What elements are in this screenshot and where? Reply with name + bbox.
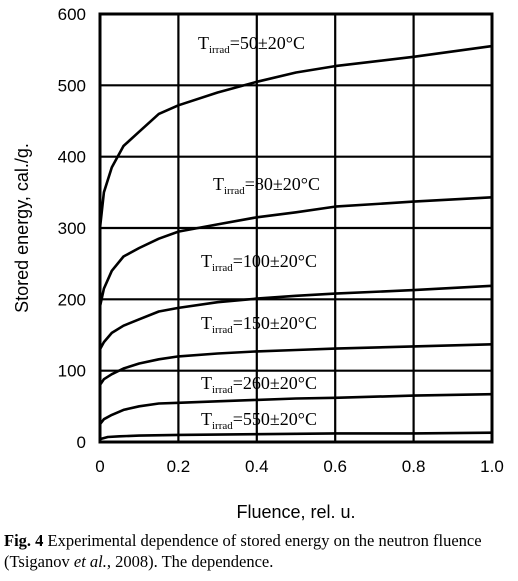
series-label-sub: irrad [212,420,233,432]
series-label-1: Tirrad=80±20°C [213,174,320,197]
x-tick-label: 1.0 [480,457,504,476]
series-label-main: T [201,373,212,393]
y-tick-label: 300 [58,219,86,238]
series-label-5: Tirrad=550±20°C [201,409,317,432]
series-label-4: Tirrad=260±20°C [201,373,317,396]
series-label-rest: =100±20°C [233,251,317,271]
series-label-main: T [198,33,209,53]
series-label-3: Tirrad=150±20°C [201,313,317,336]
series-label-main: T [213,174,224,194]
series-label-rest: =260±20°C [233,373,317,393]
series-label-main: T [201,313,212,333]
series-labels: Tirrad=50±20°CTirrad=80±20°CTirrad=100±2… [198,33,320,432]
series-label-rest: =150±20°C [233,313,317,333]
figure-label: Fig. 4 [4,531,44,550]
x-tick-labels: 0 0.2 0.4 0.6 0.8 1.0 [95,457,504,476]
series-label-main: T [201,251,212,271]
series-line-3 [98,343,493,386]
series-label-rest: =50±20°C [230,33,305,53]
y-tick-labels: 0 100 200 300 400 500 600 [58,5,86,452]
series-label-sub: irrad [212,262,233,274]
x-tick-label: 0 [95,457,104,476]
series-label-2: Tirrad=100±20°C [201,251,317,274]
series-label-sub: irrad [212,384,233,396]
caption-text-before: Experimental dependence of stored energy… [4,531,482,571]
y-axis-title: Stored energy, cal./g. [12,143,32,313]
series-label-sub: irrad [224,185,245,197]
series-label-0: Tirrad=50±20°C [198,33,305,56]
series-line-4 [98,392,493,425]
x-tick-label: 0.2 [167,457,191,476]
y-tick-label: 400 [58,148,86,167]
caption-text-after: , 2008). The dependence. [106,552,274,571]
x-axis-title: Fluence, rel. u. [236,502,355,522]
y-tick-label: 600 [58,5,86,24]
series-label-rest: =550±20°C [233,409,317,429]
series-line-0 [98,44,493,229]
figure-caption: Fig. 4 Experimental dependence of stored… [4,530,516,572]
y-tick-label: 200 [58,290,86,309]
y-tick-label: 0 [77,433,86,452]
y-tick-label: 500 [58,76,86,95]
series-label-sub: irrad [212,324,233,336]
series-line-5 [99,431,493,441]
x-tick-label: 0.4 [245,457,269,476]
stored-energy-chart: 0 0.2 0.4 0.6 0.8 1.0 0 100 200 300 400 500 600 Tir… [12,5,504,522]
plot-frame [98,12,494,444]
series-label-rest: =80±20°C [245,174,320,194]
series-layer [98,44,493,441]
series-line-2 [98,284,493,350]
series-label-sub: irrad [209,44,230,56]
series-label-main: T [201,409,212,429]
caption-text-italic: et al. [73,552,107,571]
y-tick-label: 100 [58,362,86,381]
x-tick-label: 0.6 [323,457,347,476]
x-tick-label: 0.8 [402,457,426,476]
series-line-1 [98,196,493,307]
